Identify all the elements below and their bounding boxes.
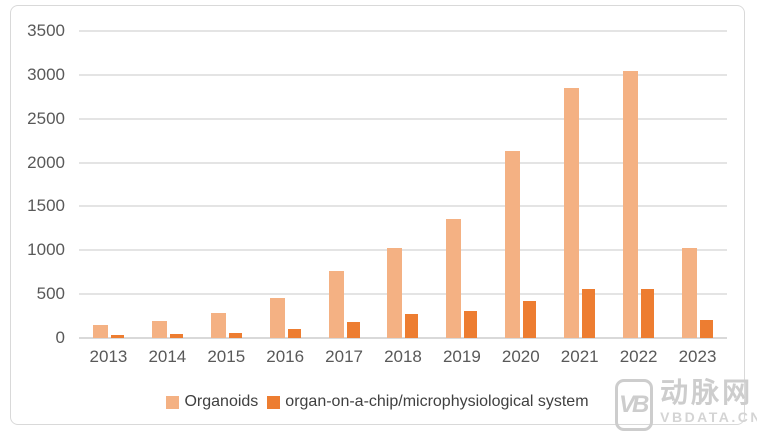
bar-group-2022: [609, 31, 668, 338]
gridline: [79, 161, 727, 164]
bar-group-2016: [256, 31, 315, 338]
bar-group-2019: [432, 31, 491, 338]
bar-chip-2015: [228, 332, 242, 338]
bar-chip-2022: [641, 289, 655, 338]
x-tick-label-2015: 2015: [207, 347, 246, 366]
bar-organoids-2016: [269, 297, 285, 338]
y-tick-label: 0: [55, 328, 65, 347]
legend-item-chip: organ-on-a-chip/microphysiological syste…: [267, 393, 589, 411]
bar-organoids-2022: [623, 70, 639, 338]
vbdata-logo-icon: VB: [615, 379, 654, 431]
bar-organoids-2015: [210, 313, 226, 338]
bar-group-2021: [550, 31, 609, 338]
bar-group-2023: [668, 31, 727, 338]
watermark-brand-cn: 动脉网: [660, 377, 754, 408]
bar-chip-2020: [523, 300, 537, 338]
bar-chip-2019: [464, 310, 478, 338]
x-tick-label-2020: 2020: [501, 347, 540, 366]
x-tick-label-2019: 2019: [442, 347, 481, 366]
bar-chip-2021: [582, 288, 596, 338]
bar-chip-2023: [700, 320, 714, 338]
bar-chip-2017: [346, 321, 360, 338]
y-tick-label: 1500: [27, 196, 65, 216]
x-tick-label-2022: 2022: [619, 347, 658, 366]
bar-organoids-2013: [92, 324, 108, 338]
bar-organoids-2019: [446, 218, 462, 338]
y-tick-label: 2500: [27, 108, 65, 128]
bar-chip-2014: [169, 334, 183, 338]
x-tick-label-2013: 2013: [89, 347, 128, 366]
x-tick-label-2021: 2021: [560, 347, 599, 366]
x-tick-label-2023: 2023: [678, 347, 717, 366]
legend-swatch-chip: [267, 395, 281, 409]
bar-group-2015: [197, 31, 256, 338]
legend-label-chip: organ-on-a-chip/microphysiological syste…: [285, 393, 589, 410]
bar-organoids-2020: [505, 151, 521, 338]
bar-chip-2016: [287, 328, 301, 338]
gridlines: [79, 30, 727, 339]
bar-group-2013: [79, 31, 138, 338]
bar-group-2020: [491, 31, 550, 338]
x-axis: 2013 2014 2015 2016 2017 2018 2019 2020 2021 2022…: [79, 347, 727, 367]
legend-item-organoids: Organoids: [166, 393, 258, 411]
legend-swatch-organoids: [166, 395, 180, 409]
bar-chip-2018: [405, 313, 419, 338]
legend-label-organoids: Organoids: [184, 393, 259, 410]
x-axis-line: [79, 337, 727, 339]
bar-group-2014: [138, 31, 197, 338]
gridline: [79, 205, 727, 208]
watermark: VB 动脉网 VBDATA.CN: [615, 379, 757, 431]
y-axis: 0 500 1000 1500 2000 2500 3000 3500: [12, 21, 65, 347]
gridline: [79, 249, 727, 252]
plot-area: [79, 31, 727, 338]
gridline: [79, 117, 727, 120]
x-tick-label-2014: 2014: [148, 347, 187, 366]
bar-organoids-2018: [387, 247, 403, 338]
x-tick-label-2018: 2018: [384, 347, 422, 366]
x-tick-label-2017: 2017: [325, 347, 363, 366]
gridline: [79, 73, 727, 76]
gridline: [79, 293, 727, 296]
bar-group-2017: [315, 31, 374, 338]
bar-organoids-2017: [328, 270, 344, 338]
x-tick-label-2016: 2016: [266, 347, 305, 366]
legend: Organoids organ-on-a-chip/microphysiolog…: [10, 393, 745, 411]
bar-organoids-2014: [151, 321, 167, 338]
gridline: [79, 30, 727, 32]
y-tick-label: 3000: [27, 64, 65, 84]
y-tick-label: 2000: [27, 152, 65, 172]
bar-chip-2013: [110, 334, 124, 338]
bar-organoids-2023: [682, 247, 698, 338]
y-tick-label: 1000: [27, 240, 65, 260]
y-tick-label: 3500: [27, 21, 65, 40]
y-tick-label: 500: [36, 284, 65, 304]
watermark-brand-url: VBDATA.CN: [660, 409, 757, 425]
bar-organoids-2021: [564, 88, 580, 338]
bar-group-2018: [374, 31, 433, 338]
